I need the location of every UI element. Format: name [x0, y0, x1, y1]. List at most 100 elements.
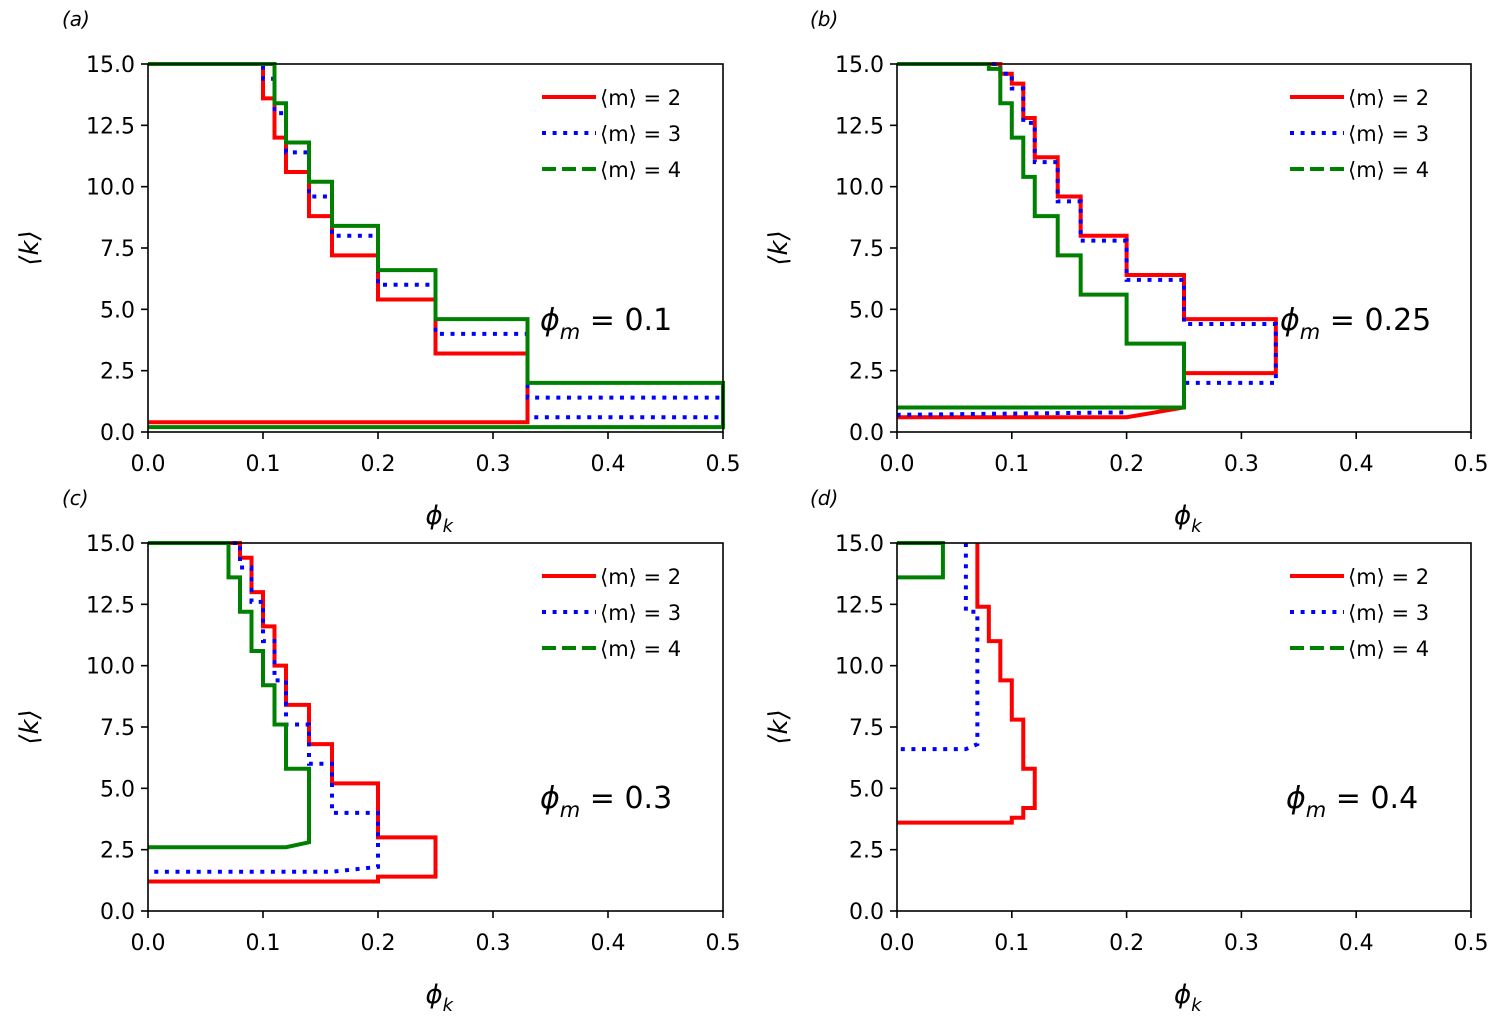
panel-label: (b)	[810, 7, 838, 31]
annotation-base: ϕ	[540, 781, 560, 816]
y-tick-label: 5.0	[849, 298, 884, 323]
y-axis-label: ⟨k⟩	[15, 709, 45, 744]
x-tick-label: 0.5	[1454, 452, 1489, 477]
series-line-m2	[897, 543, 1037, 825]
x-tick-label: 0.3	[1224, 931, 1259, 956]
x-tick-label: 0.4	[1339, 931, 1374, 956]
x-axis-label: ϕk	[426, 980, 455, 1016]
y-tick-label: 7.5	[849, 716, 884, 741]
legend-label-m4: ⟨m⟩ = 4	[1348, 637, 1429, 661]
annotation-value: = 0.4	[1326, 781, 1418, 816]
y-tick-label: 15.0	[835, 532, 884, 557]
x-tick-label: 0.0	[131, 452, 166, 477]
legend-label-m3: ⟨m⟩ = 3	[1348, 122, 1429, 146]
x-axis-label: ϕk	[1174, 980, 1203, 1016]
y-tick-label: 0.0	[849, 421, 884, 446]
annotation-base: ϕ	[540, 303, 560, 338]
y-tick-label: 15.0	[86, 53, 135, 78]
y-tick-label: 5.0	[100, 777, 135, 802]
y-tick-label: 12.5	[86, 114, 135, 139]
annotation-sub: m	[560, 798, 580, 822]
x-tick-label: 0.5	[1454, 931, 1489, 956]
x-tick-label: 0.3	[1224, 452, 1259, 477]
x-tick-label: 0.5	[706, 452, 741, 477]
annotation-value: = 0.25	[1320, 303, 1431, 338]
y-tick-label: 10.0	[86, 176, 135, 201]
panel-b: 0.0 0.1 0.2 0.3 0.4 0.5 0.0 2.5 5.0 7.5 10.0 12.5 15…	[764, 7, 1489, 537]
y-axis-label: ⟨k⟩	[764, 709, 794, 744]
x-axis-label-base: ϕ	[1174, 980, 1191, 1010]
annotation-sub: m	[1306, 798, 1326, 822]
x-tick-label: 0.1	[246, 931, 281, 956]
y-tick-label: 0.0	[100, 421, 135, 446]
axes-frame	[896, 542, 1472, 912]
y-tick-label: 0.0	[100, 900, 135, 925]
x-tick-label: 0.4	[591, 452, 626, 477]
y-tick-label: 12.5	[835, 114, 884, 139]
legend-label-m2: ⟨m⟩ = 2	[1348, 86, 1429, 110]
annotation-base: ϕ	[1280, 303, 1300, 338]
y-tick-label: 0.0	[849, 900, 884, 925]
x-tick-label: 0.0	[131, 931, 166, 956]
y-tick-label: 12.5	[86, 593, 135, 618]
x-axis-label: ϕk	[1174, 501, 1203, 537]
panel-d: 0.0 0.1 0.2 0.3 0.4 0.5 0.0 2.5 5.0 7.5 10.0 12.5 15…	[764, 486, 1489, 1016]
panel-a: 0.0 0.1 0.2 0.3 0.4 0.5 0.0 2.5 5.0 7.5 10.0 12.5 15…	[15, 7, 741, 537]
y-tick-label: 10.0	[835, 176, 884, 201]
x-axis-label-sub: k	[1191, 995, 1203, 1016]
y-tick-label: 10.0	[835, 655, 884, 680]
legend-label-m2: ⟨m⟩ = 2	[600, 565, 681, 589]
series-line-m2	[148, 541, 438, 884]
axes-frame	[147, 63, 724, 433]
series-line-m4	[148, 62, 725, 430]
annotation-value: = 0.1	[580, 303, 672, 338]
x-tick-label: 0.1	[994, 452, 1029, 477]
series-line-m3	[148, 62, 725, 420]
x-tick-label: 0.2	[361, 452, 396, 477]
series-line-m2	[148, 62, 530, 425]
series-line-m4	[148, 541, 311, 850]
legend-label-m4: ⟨m⟩ = 4	[600, 158, 681, 182]
series-line-m4	[897, 541, 945, 580]
x-axis-label-sub: k	[1191, 516, 1203, 537]
phi-m-annotation: ϕm = 0.4	[1286, 781, 1418, 822]
series-line-m4	[897, 62, 1186, 410]
x-tick-label: 0.2	[1109, 452, 1144, 477]
annotation-sub: m	[1300, 320, 1320, 344]
panel-c: 0.0 0.1 0.2 0.3 0.4 0.5 0.0 2.5 5.0 7.5 10.0 12.5 15…	[15, 486, 741, 1016]
x-axis-label-base: ϕ	[426, 501, 443, 531]
y-tick-label: 7.5	[100, 237, 135, 262]
y-axis-label: ⟨k⟩	[15, 230, 45, 265]
y-tick-label: 2.5	[849, 360, 884, 385]
y-tick-label: 7.5	[849, 237, 884, 262]
legend-label-m3: ⟨m⟩ = 3	[1348, 601, 1429, 625]
x-tick-label: 0.3	[476, 931, 511, 956]
y-tick-label: 5.0	[849, 777, 884, 802]
x-tick-label: 0.0	[880, 452, 915, 477]
annotation-sub: m	[560, 320, 580, 344]
series-line-m3	[896, 62, 1278, 417]
x-axis-label-sub: k	[443, 995, 455, 1016]
y-tick-label: 10.0	[86, 655, 135, 680]
legend-label-m3: ⟨m⟩ = 3	[600, 122, 681, 146]
panel-label: (c)	[62, 486, 89, 510]
annotation-value: = 0.3	[580, 781, 672, 816]
legend-label-m4: ⟨m⟩ = 4	[1348, 158, 1429, 182]
x-tick-label: 0.3	[476, 452, 511, 477]
x-tick-label: 0.1	[994, 931, 1029, 956]
x-tick-label: 0.2	[361, 931, 396, 956]
y-axis-label: ⟨k⟩	[764, 230, 794, 265]
y-tick-label: 7.5	[100, 716, 135, 741]
annotation-base: ϕ	[1286, 781, 1306, 816]
y-tick-label: 2.5	[100, 360, 135, 385]
x-tick-label: 0.4	[1339, 452, 1374, 477]
phi-m-annotation: ϕm = 0.25	[1280, 303, 1431, 344]
x-tick-label: 0.1	[246, 452, 281, 477]
y-tick-label: 12.5	[835, 593, 884, 618]
legend-label-m2: ⟨m⟩ = 2	[600, 86, 681, 110]
phi-m-annotation: ϕm = 0.1	[540, 303, 672, 344]
legend-label-m4: ⟨m⟩ = 4	[600, 637, 681, 661]
panel-label: (d)	[810, 486, 838, 510]
series-line-m2	[897, 62, 1278, 420]
